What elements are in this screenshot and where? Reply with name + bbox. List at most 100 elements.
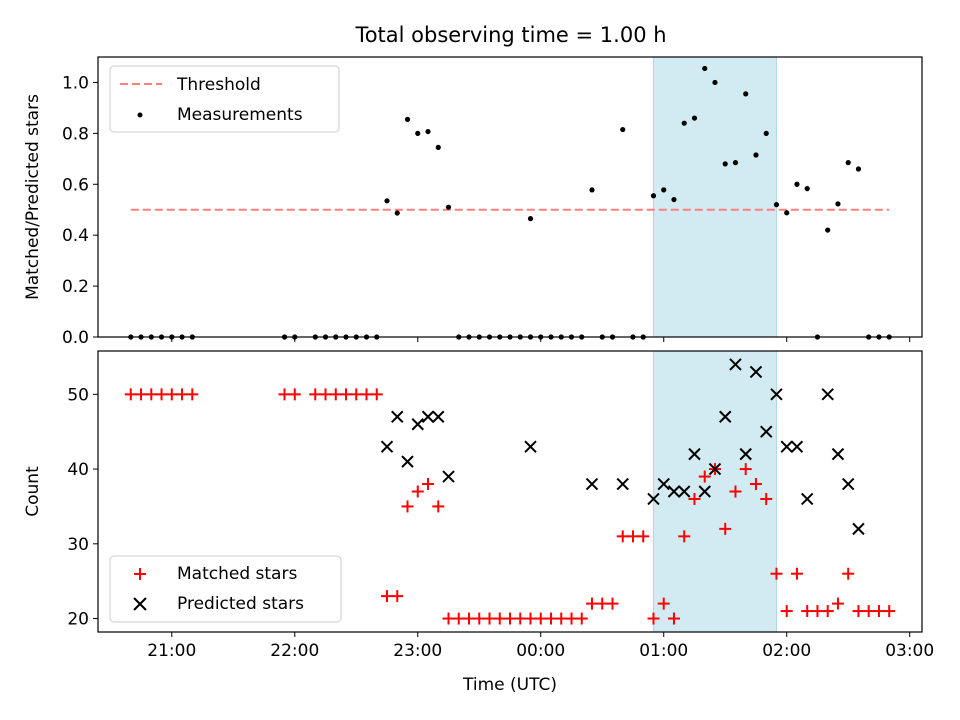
predicted-star-point bbox=[411, 418, 424, 431]
bottom-legend-box bbox=[109, 555, 342, 623]
predicted-star-point bbox=[585, 477, 599, 491]
predicted-star-point bbox=[842, 477, 855, 491]
top-legend: Threshold Measurements bbox=[109, 65, 340, 133]
x-tick-label: 02:00 bbox=[762, 641, 811, 661]
predicted-star-point bbox=[760, 425, 773, 438]
measurement-point bbox=[743, 91, 749, 97]
matched-star-point bbox=[749, 478, 762, 491]
observing-window-span bbox=[652, 56, 777, 338]
predicted-star-point bbox=[391, 410, 404, 423]
matched-star-point bbox=[719, 522, 732, 535]
measurement-point bbox=[763, 130, 769, 136]
matched-star-point bbox=[637, 530, 650, 543]
predicted-star-point bbox=[380, 440, 394, 453]
predicted-star-point bbox=[770, 388, 783, 401]
measurement-point bbox=[784, 210, 790, 216]
matched-star-point bbox=[883, 605, 896, 618]
matched-star-point bbox=[473, 612, 486, 625]
matched-star-point bbox=[801, 605, 814, 618]
observing-window-span bbox=[652, 350, 777, 633]
matched-star-point bbox=[288, 388, 301, 401]
y-tick-label: 40 bbox=[67, 460, 89, 480]
matched-star-point bbox=[155, 388, 168, 401]
matched-star-point bbox=[381, 590, 394, 603]
measurement-point bbox=[661, 187, 667, 193]
y-tick-label: 0.8 bbox=[62, 124, 89, 144]
matched-star-point bbox=[504, 612, 516, 625]
matched-star-point bbox=[319, 388, 332, 401]
matched-star-point bbox=[678, 530, 691, 543]
predicted-star-point bbox=[647, 492, 660, 506]
measurement-point bbox=[722, 161, 728, 167]
matched-star-point bbox=[340, 388, 353, 401]
predicted-star-point bbox=[678, 485, 691, 498]
matched-star-point bbox=[852, 605, 865, 618]
matched-star-point bbox=[606, 597, 619, 610]
matched-star-point bbox=[770, 567, 783, 580]
matched-star-point bbox=[442, 612, 455, 625]
matched-star-point bbox=[186, 388, 199, 401]
matched-star-point bbox=[391, 590, 404, 603]
legend-matched-label: Matched stars bbox=[177, 564, 297, 584]
matched-star-point bbox=[647, 612, 660, 625]
matched-star-point bbox=[739, 463, 752, 476]
y-tick-label: 0.2 bbox=[62, 277, 89, 297]
predicted-star-point bbox=[524, 440, 537, 453]
matched-star-point bbox=[370, 388, 383, 401]
measurement-point bbox=[804, 186, 810, 192]
predicted-star-point bbox=[401, 455, 414, 468]
y-tick-label: 0.4 bbox=[62, 226, 89, 246]
matched-star-point bbox=[780, 605, 793, 618]
measurement-point bbox=[650, 193, 657, 199]
x-tick-label: 01:00 bbox=[639, 641, 688, 661]
y-tick-label: 1.0 bbox=[62, 73, 89, 93]
matched-star-point bbox=[524, 612, 537, 625]
y-tick-label: 0.6 bbox=[62, 175, 89, 195]
x-tick-label: 03:00 bbox=[885, 641, 934, 661]
matched-star-point bbox=[411, 485, 424, 498]
predicted-star-point bbox=[790, 440, 804, 453]
matched-star-point bbox=[514, 612, 527, 625]
matched-star-point bbox=[862, 605, 875, 618]
bottom-panel-frame bbox=[97, 350, 923, 633]
matched-star-point bbox=[350, 388, 363, 401]
matched-star-point bbox=[452, 612, 465, 625]
matched-star-point bbox=[565, 612, 578, 625]
measurement-point bbox=[589, 187, 595, 193]
matched-star-point bbox=[821, 605, 834, 618]
legend-threshold-label: Threshold bbox=[176, 75, 261, 95]
matched-star-point bbox=[811, 605, 824, 618]
matched-star-point bbox=[124, 388, 137, 401]
measurement-point bbox=[753, 152, 759, 158]
measurement-point bbox=[445, 204, 452, 210]
matched-star-point bbox=[626, 530, 639, 543]
predicted-star-point bbox=[708, 462, 722, 476]
measurement-point bbox=[425, 128, 431, 135]
measurement-point bbox=[681, 120, 687, 126]
bottom-legend: Matched stars Predicted stars bbox=[109, 555, 342, 623]
matched-star-point bbox=[422, 478, 435, 491]
measurement-point bbox=[732, 160, 739, 166]
matched-star-point bbox=[165, 388, 178, 401]
predicted-star-point bbox=[821, 388, 834, 401]
y-tick-label: 20 bbox=[67, 610, 89, 630]
legend-matched-swatch bbox=[134, 568, 146, 580]
measurement-point bbox=[773, 202, 780, 208]
matched-star-point bbox=[872, 605, 885, 618]
matched-star-point bbox=[616, 530, 629, 543]
x-tick-label: 00:00 bbox=[516, 641, 565, 661]
predicted-star-point bbox=[432, 410, 445, 423]
matched-star-point bbox=[401, 500, 414, 513]
predicted-star-point bbox=[616, 477, 629, 491]
predicted-star-point bbox=[719, 410, 732, 423]
predicted-star-point bbox=[749, 365, 763, 379]
predicted-star-point bbox=[780, 440, 793, 453]
matched-star-point bbox=[483, 612, 496, 625]
predicted-star-point bbox=[667, 485, 681, 498]
predicted-star-point bbox=[657, 477, 670, 491]
top-panel: 0.0 0.2 0.4 0.6 0.8 1.0 Matched/Predicted sta… bbox=[23, 56, 923, 348]
measurement-point bbox=[691, 115, 698, 121]
matched-star-point bbox=[555, 612, 568, 625]
predicted-star-point bbox=[698, 485, 711, 498]
